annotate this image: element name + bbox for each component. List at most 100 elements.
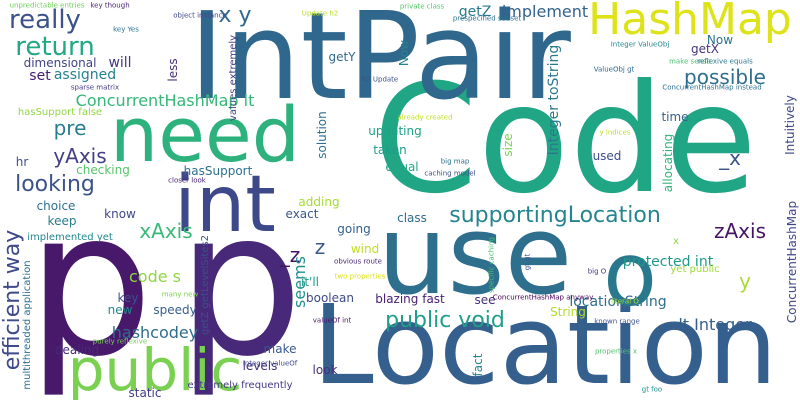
- word: choice: [36, 199, 76, 213]
- word: boolean: [306, 291, 354, 305]
- word: it'll: [300, 275, 320, 289]
- word: exact: [285, 207, 319, 221]
- word: hasSupport false: [17, 107, 103, 118]
- word: look: [312, 363, 338, 377]
- word: getZ: [458, 4, 492, 20]
- word: dimensional: [23, 56, 97, 70]
- word: hasSupport: [183, 164, 253, 178]
- word: getY: [328, 50, 356, 64]
- word: updating: [368, 124, 422, 138]
- word: yAxis: [53, 144, 107, 168]
- word: Integer toString: [546, 44, 562, 156]
- word: Now: [397, 39, 411, 67]
- word: Integer valueOf: [242, 359, 298, 368]
- word: getX: [691, 42, 719, 56]
- word: fact: [471, 353, 485, 377]
- word: taken: [373, 143, 407, 157]
- word: extremely frequently: [187, 380, 293, 391]
- word: static: [128, 386, 162, 400]
- word: reflexive equals: [697, 57, 753, 66]
- word: Now: [706, 33, 734, 47]
- word: already created: [397, 113, 453, 122]
- word: will: [108, 55, 132, 71]
- word: ValueObj gt: [593, 65, 635, 74]
- word: big map: [440, 157, 470, 166]
- word: known range: [594, 317, 640, 326]
- word: dealing: [54, 343, 100, 357]
- word: getZ getLevelSites2: [200, 234, 211, 336]
- word: gt gt: [523, 253, 532, 271]
- word: multithreaded application: [22, 260, 33, 390]
- word: _z: [279, 243, 301, 267]
- word: x y: [218, 3, 252, 28]
- word: solution: [315, 111, 329, 159]
- word: hr: [15, 155, 29, 169]
- word: o: [603, 223, 657, 326]
- word: big O: [587, 267, 607, 276]
- word: protected int: [622, 254, 714, 270]
- word: going: [337, 222, 371, 236]
- word: specific caching: [487, 237, 496, 293]
- word: properties x: [594, 347, 638, 356]
- word: y: [739, 269, 751, 293]
- word: looking: [15, 172, 95, 197]
- word: caching model: [424, 169, 476, 178]
- word: h2 Update: [361, 75, 399, 84]
- word: ConcurrentHashMap anyway: [492, 293, 594, 302]
- word: speedy: [153, 303, 197, 317]
- word: two properties: [334, 272, 386, 281]
- word: checking: [76, 163, 130, 177]
- word: levels: [242, 359, 278, 373]
- word: Code: [372, 53, 758, 227]
- word: sparse matrix: [70, 83, 120, 92]
- word: Update h2: [301, 9, 339, 18]
- word: return: [15, 32, 95, 62]
- word: public: [67, 336, 243, 400]
- word: y indices: [599, 128, 631, 137]
- word: class: [397, 211, 427, 225]
- word: object instance: [173, 11, 227, 20]
- word: p: [26, 168, 154, 400]
- word: _x: [719, 146, 741, 170]
- word: IntPair: [189, 0, 571, 127]
- word: use: [377, 191, 573, 319]
- word: p: [176, 168, 304, 400]
- word: lt Integer: [678, 315, 752, 334]
- word: z: [314, 235, 326, 259]
- word: literal O: [611, 297, 639, 306]
- word: make sense: [669, 57, 711, 66]
- word: public void: [385, 308, 505, 333]
- word: HashMap: [588, 0, 792, 45]
- word: time: [661, 110, 689, 124]
- word: set: [29, 68, 51, 84]
- word: adding: [298, 195, 340, 209]
- word: size: [501, 133, 515, 157]
- word: blazing fast: [375, 292, 445, 306]
- word: x: [673, 236, 679, 247]
- word: used: [592, 149, 622, 163]
- word: assigned: [53, 67, 117, 83]
- word: see: [474, 293, 496, 307]
- word: Location: [312, 281, 778, 400]
- word: obvious route: [334, 257, 382, 266]
- word: code s: [128, 267, 182, 286]
- word: ConcurrentHashMap lt: [75, 91, 255, 110]
- word: int: [174, 160, 276, 250]
- word: ConcurrentHashMap: [785, 200, 799, 324]
- word: valueOf int: [312, 316, 352, 325]
- word: know: [104, 207, 136, 221]
- word: efficient way: [0, 229, 25, 371]
- word: locationString: [569, 294, 667, 310]
- word: possible: [684, 65, 766, 89]
- word: implement: [501, 2, 589, 21]
- word: keep: [47, 214, 77, 228]
- word: Intuitively: [783, 95, 797, 155]
- word: less: [166, 58, 180, 82]
- word: String: [550, 305, 586, 319]
- word: prespecified subset: [452, 14, 522, 23]
- word: yet public: [670, 264, 720, 275]
- word: closer look: [168, 176, 206, 185]
- word: unpredictable entries: [9, 1, 85, 10]
- word: xAxis: [139, 219, 193, 243]
